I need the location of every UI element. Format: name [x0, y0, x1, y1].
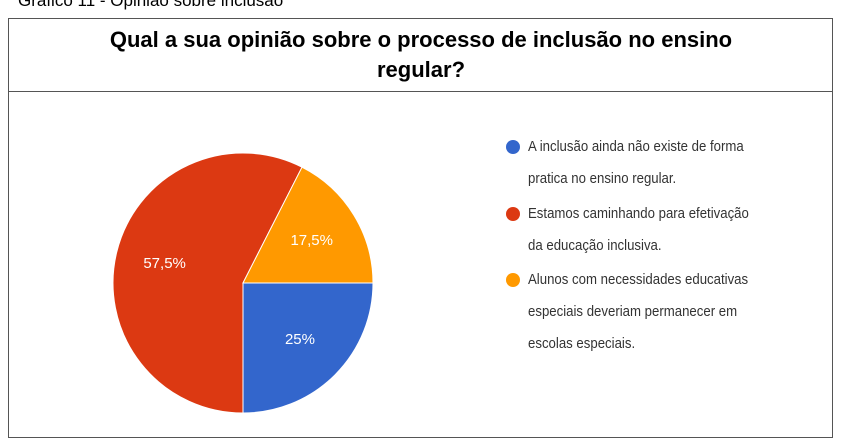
- legend-marker: [506, 140, 520, 154]
- slice-label: 25%: [285, 331, 315, 348]
- legend-marker: [506, 273, 520, 287]
- caption: Gráfico 11 - Opinião sobre inclusão: [18, 0, 284, 10]
- pie-slice: [112, 152, 303, 414]
- slice-label: 17,5%: [290, 232, 333, 249]
- chart-title: Qual a sua opinião sobre o processo de i…: [9, 19, 833, 92]
- pie-slice: [242, 166, 374, 284]
- legend-label: Estamos caminhando para efetivação da ed…: [528, 205, 749, 254]
- legend-label: A inclusão ainda não existe de forma pra…: [528, 138, 744, 187]
- legend-marker: [506, 207, 520, 221]
- pie-slice: [242, 282, 374, 414]
- page: {"caption": "Gráfico 11 - Opinião sobre …: [8, 0, 833, 438]
- chart: 25% 57,5% 17,5%: [112, 140, 520, 414]
- slice-label: 57,5%: [143, 255, 186, 272]
- legend-label: Alunos com necessidades educativas espec…: [528, 271, 749, 352]
